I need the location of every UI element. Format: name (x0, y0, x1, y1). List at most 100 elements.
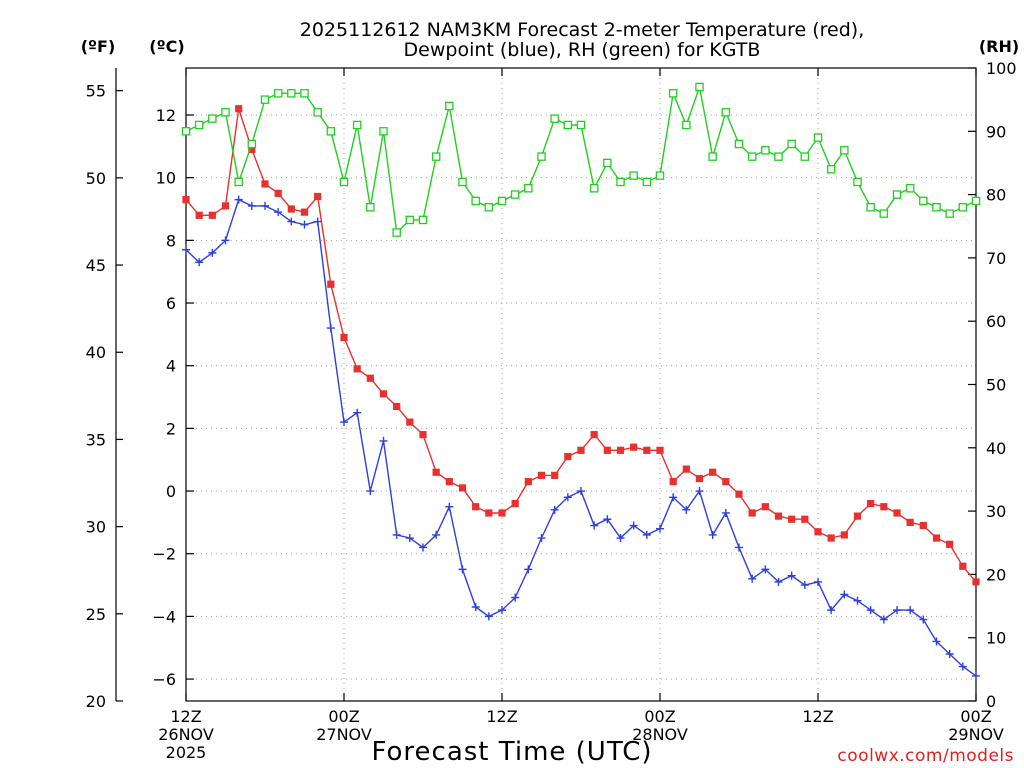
data-series (181, 82, 981, 680)
data-point (616, 446, 625, 454)
data-point (774, 152, 783, 161)
fahrenheit-tick-label: 55 (86, 82, 106, 101)
x-tick-label: 2025 (166, 743, 207, 762)
data-point (458, 565, 467, 574)
x-tick-label: 26NOV (158, 725, 214, 744)
data-point (774, 577, 783, 586)
data-point (788, 515, 796, 523)
rh-unit-label: (RH) (979, 37, 1019, 56)
data-point (484, 203, 494, 212)
data-point (340, 333, 348, 342)
data-point (576, 120, 586, 130)
data-point (906, 606, 915, 615)
data-point (379, 127, 388, 136)
data-point (695, 474, 704, 483)
fahrenheit-tick-label: 35 (86, 430, 106, 449)
data-point (326, 324, 335, 333)
data-point (431, 152, 441, 161)
data-point (327, 280, 335, 288)
celsius-tick-label: −4 (152, 607, 176, 626)
data-point (524, 184, 533, 193)
rh-tick-label: 0 (986, 692, 996, 711)
data-point (761, 565, 770, 574)
data-point (511, 593, 520, 602)
data-point (879, 209, 889, 218)
data-point (630, 443, 638, 451)
source-credit[interactable]: coolwx.com/models (837, 746, 1014, 766)
data-point (945, 649, 954, 658)
data-point (248, 145, 256, 154)
data-point (563, 120, 573, 130)
data-point (814, 528, 822, 536)
data-point (827, 534, 835, 542)
data-point (892, 190, 902, 199)
data-point (379, 390, 388, 398)
data-point (392, 228, 401, 237)
data-point (273, 89, 283, 98)
data-point (590, 431, 598, 439)
data-point (339, 177, 349, 187)
data-point (234, 177, 243, 187)
data-point (682, 120, 691, 130)
data-point (932, 534, 941, 542)
data-point (656, 446, 664, 454)
data-point (458, 484, 467, 492)
x-tick-label: 27NOV (316, 725, 372, 744)
celsius-tick-label: −2 (152, 545, 176, 564)
data-point (972, 671, 980, 680)
data-point (511, 499, 519, 508)
data-point (419, 543, 427, 552)
data-point (247, 139, 257, 149)
data-point (353, 365, 361, 373)
rh-tick-label: 70 (986, 249, 1006, 268)
data-point (748, 509, 756, 517)
data-point (551, 471, 559, 479)
data-point (405, 534, 414, 543)
data-point (472, 503, 480, 511)
data-point (708, 530, 717, 539)
data-point (959, 562, 967, 570)
celsius-unit-label: (ºC) (149, 37, 184, 56)
data-point (577, 446, 585, 454)
x-tick-label: 12Z (802, 707, 833, 726)
data-point (629, 171, 638, 180)
data-point (761, 503, 769, 511)
data-point (524, 478, 532, 486)
fahrenheit-tick-label: 30 (86, 518, 106, 537)
data-point (366, 487, 375, 496)
data-point (235, 105, 243, 113)
fahrenheit-tick-label: 40 (86, 343, 106, 362)
data-point (550, 505, 559, 514)
data-point (274, 189, 282, 197)
data-point (261, 180, 269, 188)
data-point (840, 590, 849, 599)
data-point (709, 468, 717, 476)
data-point (695, 82, 704, 92)
rh-tick-label: 10 (986, 629, 1006, 648)
data-point (287, 205, 295, 213)
data-point (537, 471, 546, 479)
data-point (682, 465, 690, 473)
data-point (867, 499, 875, 508)
data-point (734, 139, 744, 149)
data-point (629, 521, 638, 530)
data-point (208, 211, 216, 219)
x-tick-label: 00Z (960, 707, 991, 726)
data-point (261, 201, 269, 210)
data-point (260, 95, 270, 104)
data-point (827, 606, 836, 615)
data-point (879, 615, 888, 624)
data-point (287, 217, 296, 226)
celsius-tick-label: 4 (166, 357, 176, 376)
data-point (366, 203, 375, 212)
data-point (866, 203, 875, 212)
data-point (537, 534, 546, 543)
fahrenheit-tick-label: 25 (86, 605, 106, 624)
data-point (300, 220, 309, 229)
data-point (419, 431, 427, 439)
data-point (498, 509, 506, 517)
plot-frame (185, 67, 977, 702)
rh-tick-label: 80 (986, 186, 1006, 205)
data-point (563, 493, 572, 502)
data-point (866, 606, 875, 615)
